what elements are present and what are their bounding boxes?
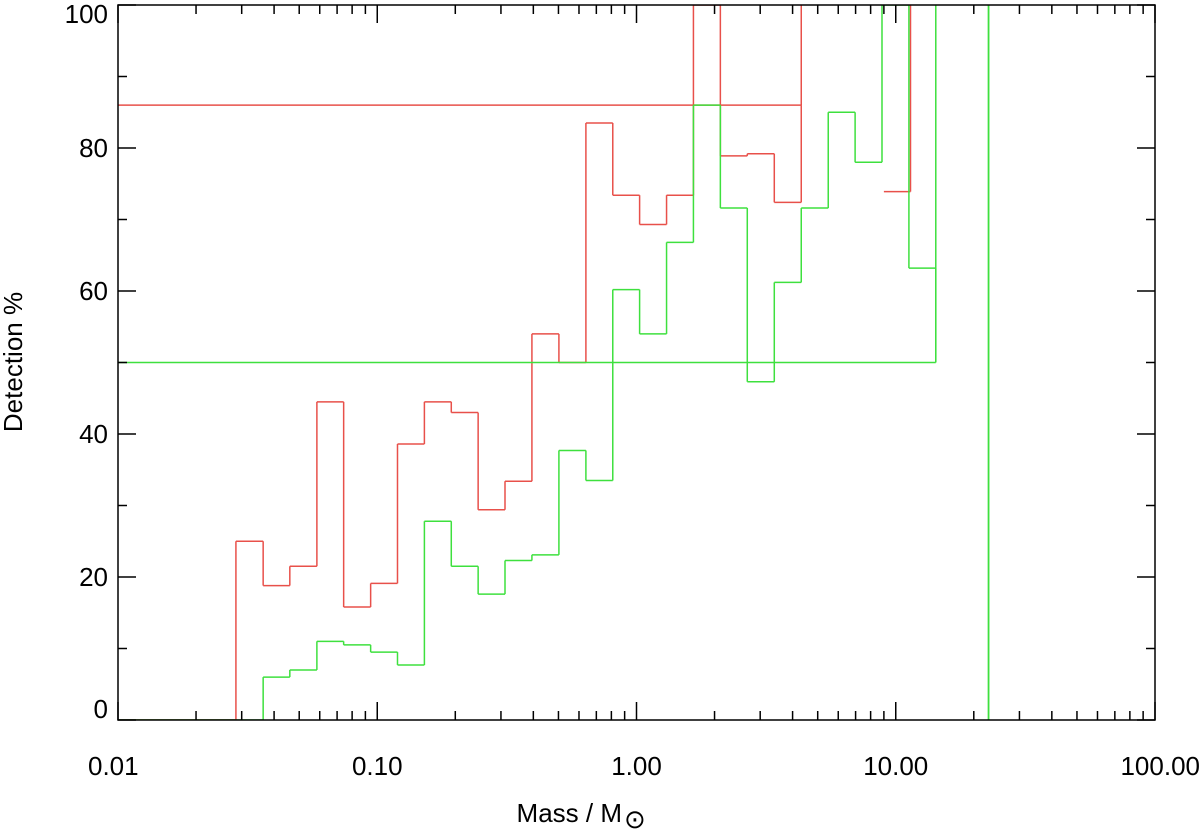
x-tick-label: 0.01: [88, 751, 139, 781]
y-tick-label: 0: [94, 694, 108, 724]
y-tick-label: 20: [79, 562, 108, 592]
series-1: [118, 5, 990, 720]
tick-labels: 0 20 40 60 80 100 0.01 0.10 1.00 10.00 100.00: [65, 0, 1200, 781]
y-tick-label: 60: [79, 276, 108, 306]
x-axis-title: Mass / M: [517, 798, 622, 828]
ticks-layer: [117, 4, 1156, 721]
series-0: [118, 5, 912, 720]
x-tick-label: 100.00: [1120, 751, 1200, 781]
x-tick-label: 10.00: [863, 751, 928, 781]
x-axis-title-symbol: ⊙: [624, 804, 646, 834]
y-tick-label: 100: [65, 0, 108, 29]
x-tick-label: 1.00: [611, 751, 662, 781]
y-tick-label: 80: [79, 133, 108, 163]
series-layer: [118, 5, 990, 720]
y-axis-title: Detection %: [0, 292, 28, 432]
y-tick-label: 40: [79, 419, 108, 449]
x-tick-label: 0.10: [352, 751, 403, 781]
